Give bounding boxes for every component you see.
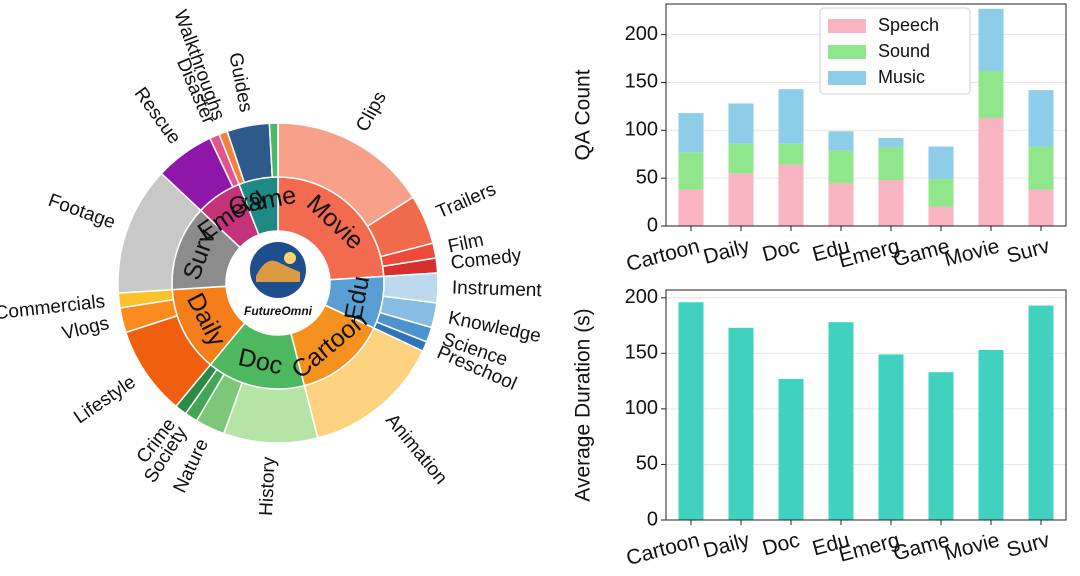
sunburst-outer-label-instrument: Instrument <box>452 277 543 301</box>
sunburst-outer-label-lifestyle: Lifestyle <box>70 372 139 429</box>
qa-bar-edu-speech <box>828 182 854 226</box>
du-y-tick-label: 50 <box>636 453 658 475</box>
qa-bar-surv-speech <box>1028 189 1054 226</box>
du-bar-doc <box>778 378 804 520</box>
du-x-tick-label-cartoon: Cartoon <box>624 529 702 571</box>
sunburst-slices <box>117 122 439 444</box>
sunburst-outer-label-rescue: Rescue <box>130 84 185 148</box>
qa-x-tick-label-daily: Daily <box>701 234 753 268</box>
du-y-tick-label: 150 <box>625 342 658 364</box>
qa-bar-movie-music <box>978 8 1004 71</box>
sunburst-outer-label-guides: Guides <box>224 51 256 114</box>
qa-y-tick-label: 100 <box>625 119 658 141</box>
qa-bar-emerg-music <box>878 137 904 148</box>
du-bar-game <box>928 372 954 520</box>
center-logo-wave-icon <box>256 260 300 282</box>
sunburst-chart: MovieEduCartoonDocDailySurvEmergGameClip… <box>0 7 543 517</box>
du-x-tick-label-doc: Doc <box>760 529 802 561</box>
duration-plot-frame <box>665 289 1067 521</box>
qa-bar-surv-music <box>1028 90 1054 147</box>
qa-bar-doc-music <box>778 89 804 144</box>
du-x-tick-label-surv: Surv <box>1004 528 1052 562</box>
du-y-tick-label: 100 <box>625 397 658 419</box>
sunburst-outer-label-clips: Clips <box>352 88 391 135</box>
qa-bar-daily-speech <box>728 173 754 226</box>
qa-count-plot-frame <box>665 3 1067 227</box>
sunburst-outer-label-animation: Animation <box>381 410 451 488</box>
qa-count-legend-swatch-music <box>828 71 866 85</box>
du-bar-cartoon <box>678 302 704 520</box>
qa-bar-game-speech <box>928 206 954 226</box>
duration-bars <box>678 302 1054 520</box>
qa-bar-cartoon-speech <box>678 189 704 226</box>
qa-count-legend-swatch-sound <box>828 45 866 59</box>
du-bar-surv <box>1028 305 1054 520</box>
qa-x-tick-label-movie: Movie <box>942 235 1002 272</box>
du-y-tick-label: 200 <box>625 286 658 308</box>
qa-count-y-ticks: 0 50 100 150 200 <box>625 23 666 236</box>
center-logo-sun-icon <box>284 252 296 264</box>
qa-bar-edu-sound <box>828 150 854 183</box>
qa-y-tick-label: 50 <box>636 166 658 188</box>
du-bar-emerg <box>878 354 904 520</box>
du-bar-edu <box>828 322 854 520</box>
qa-bar-doc-speech <box>778 164 804 226</box>
sunburst-outer-label-trailers: Trailers <box>433 179 499 223</box>
sunburst-outer-label-vlogs: Vlogs <box>60 313 111 345</box>
duration-gridlines <box>666 297 1066 465</box>
qa-count-legend-label-sound: Sound <box>878 41 930 61</box>
qa-bar-game-sound <box>928 179 954 207</box>
qa-bar-daily-sound <box>728 143 754 174</box>
qa-count-y-axis-label: QA Count <box>572 69 595 160</box>
qa-bar-cartoon-sound <box>678 152 704 190</box>
qa-bar-movie-speech <box>978 117 1004 226</box>
qa-x-tick-label-cartoon: Cartoon <box>624 235 702 277</box>
qa-bar-emerg-speech <box>878 180 904 226</box>
center-logo-text: FutureOmni <box>244 304 313 318</box>
du-x-tick-label-movie: Movie <box>942 529 1002 566</box>
qa-bar-emerg-sound <box>878 147 904 181</box>
qa-bar-cartoon-music <box>678 113 704 153</box>
qa-bar-doc-sound <box>778 143 804 165</box>
qa-bar-surv-sound <box>1028 146 1054 190</box>
du-bar-daily <box>728 327 754 520</box>
qa-x-tick-label-doc: Doc <box>760 235 802 267</box>
du-bar-movie <box>978 350 1004 520</box>
qa-count-legend-label-speech: Speech <box>878 15 939 35</box>
du-x-tick-label-daily: Daily <box>701 528 753 562</box>
qa-bar-edu-music <box>828 131 854 151</box>
qa-y-tick-label: 200 <box>625 23 658 45</box>
duration-y-ticks: 0 50 100 150 200 <box>625 286 666 530</box>
sunburst-outer-label-footage: Footage <box>45 190 118 233</box>
sunburst-outer-slice-game-other <box>268 122 279 178</box>
qa-bar-movie-sound <box>978 70 1004 118</box>
center-logo: FutureOmni <box>226 231 330 335</box>
qa-bar-game-music <box>928 146 954 180</box>
qa-count-legend: Speech Sound Music <box>819 7 971 95</box>
qa-count-legend-label-music: Music <box>878 67 925 87</box>
sunburst-outer-label-history: History <box>256 456 280 517</box>
qa-bar-daily-music <box>728 103 754 144</box>
qa-y-tick-label: 150 <box>625 71 658 93</box>
du-y-tick-label: 0 <box>647 508 658 530</box>
qa-y-tick-label: 0 <box>647 214 658 236</box>
qa-x-tick-label-surv: Surv <box>1004 234 1052 268</box>
qa-count-bars <box>678 8 1054 226</box>
duration-y-axis-label: Average Duration (s) <box>572 308 595 501</box>
qa-count-legend-swatch-speech <box>828 19 866 33</box>
